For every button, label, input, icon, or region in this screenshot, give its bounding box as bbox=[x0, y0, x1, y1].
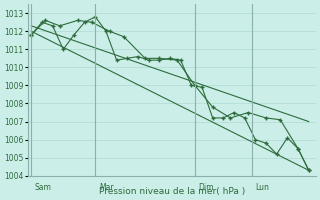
Text: Sam: Sam bbox=[35, 183, 52, 192]
Text: Lun: Lun bbox=[255, 183, 269, 192]
Text: Dim: Dim bbox=[198, 183, 214, 192]
X-axis label: Pression niveau de la mer( hPa ): Pression niveau de la mer( hPa ) bbox=[99, 187, 245, 196]
Text: Mar: Mar bbox=[99, 183, 114, 192]
